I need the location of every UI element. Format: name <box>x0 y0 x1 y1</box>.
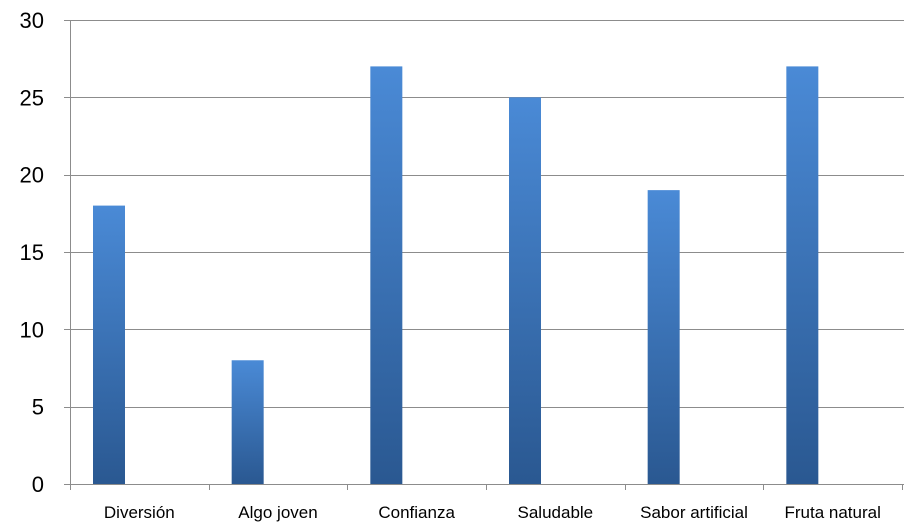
bar-diversi-n <box>93 205 125 484</box>
y-tick-label: 10 <box>20 317 44 342</box>
bar-algo-joven <box>231 360 264 484</box>
x-category-label: Sabor artificial <box>640 503 748 522</box>
bar-confianza <box>370 66 403 485</box>
bar-saludable <box>509 97 541 484</box>
bar-fruta-natural <box>786 66 819 485</box>
y-tick-label: 20 <box>20 163 44 188</box>
gridlines <box>70 20 904 408</box>
y-axis-tick-labels: 0 5 10 15 20 25 30 <box>20 8 44 497</box>
x-category-label: Saludable <box>518 503 594 522</box>
x-category-label: Confianza <box>378 503 455 522</box>
y-tick-label: 25 <box>20 85 44 110</box>
y-tick-label: 30 <box>20 8 44 33</box>
x-category-label: Diversión <box>104 503 175 522</box>
axes <box>64 20 904 490</box>
x-category-label: Fruta natural <box>784 503 880 522</box>
y-tick-label: 0 <box>32 472 44 497</box>
x-category-label: Algo joven <box>238 503 317 522</box>
bars <box>93 66 819 485</box>
y-tick-label: 15 <box>20 240 44 265</box>
y-tick-label: 5 <box>32 395 44 420</box>
x-axis-category-labels: Diversión Algo joven Confianza Saludable Sab… <box>104 503 881 522</box>
bar-sabor-artificial <box>647 190 680 484</box>
